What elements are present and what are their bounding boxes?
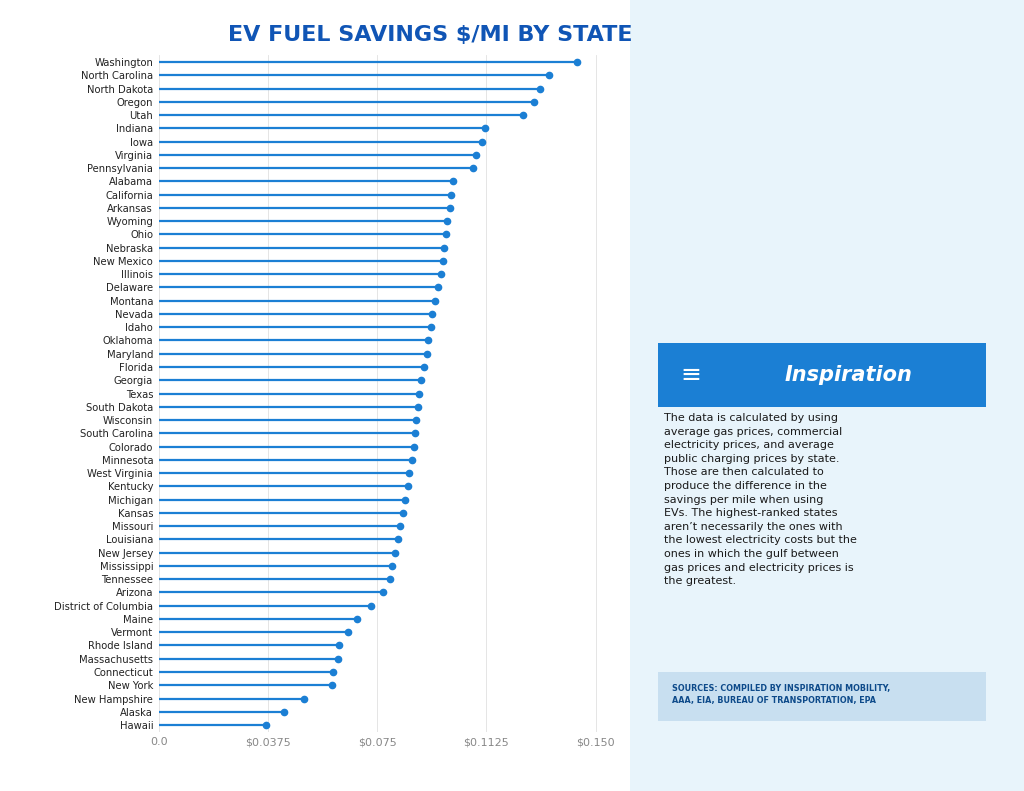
- Bar: [159, 493, 625, 506]
- Bar: [159, 228, 625, 241]
- Bar: [159, 546, 625, 559]
- Bar: [159, 175, 625, 188]
- Bar: [159, 161, 625, 175]
- Bar: [159, 414, 625, 426]
- Bar: [159, 69, 625, 82]
- Bar: [159, 479, 625, 493]
- Bar: [159, 122, 625, 135]
- Bar: [159, 573, 625, 586]
- Bar: [159, 294, 625, 308]
- Bar: [159, 267, 625, 281]
- Bar: [159, 148, 625, 161]
- Bar: [159, 692, 625, 705]
- Bar: [159, 467, 625, 479]
- Bar: [159, 82, 625, 95]
- Text: EV FUEL SAVINGS $/MI BY STATE: EV FUEL SAVINGS $/MI BY STATE: [227, 25, 633, 45]
- Bar: [159, 440, 625, 453]
- Bar: [159, 586, 625, 599]
- Bar: [159, 626, 625, 639]
- Bar: [159, 679, 625, 692]
- Bar: [159, 387, 625, 400]
- Text: SOURCES: COMPILED BY INSPIRATION MOBILITY,
AAA, EIA, BUREAU OF TRANSPORTATION, E: SOURCES: COMPILED BY INSPIRATION MOBILIT…: [672, 684, 890, 705]
- Bar: [159, 520, 625, 533]
- Bar: [159, 652, 625, 665]
- Bar: [159, 334, 625, 347]
- Bar: [159, 705, 625, 718]
- Bar: [159, 254, 625, 267]
- Bar: [159, 373, 625, 387]
- Bar: [159, 612, 625, 626]
- Bar: [159, 559, 625, 573]
- Bar: [159, 506, 625, 520]
- Text: The data is calculated by using
average gas prices, commercial
electricity price: The data is calculated by using average …: [664, 413, 856, 586]
- Bar: [159, 108, 625, 122]
- Bar: [159, 55, 625, 69]
- Bar: [159, 201, 625, 214]
- Bar: [159, 188, 625, 201]
- Bar: [159, 214, 625, 228]
- Bar: [159, 426, 625, 440]
- Text: Inspiration: Inspiration: [784, 365, 912, 385]
- Bar: [159, 95, 625, 108]
- Text: ≡: ≡: [681, 363, 701, 387]
- Bar: [159, 135, 625, 148]
- Bar: [159, 361, 625, 373]
- Bar: [159, 400, 625, 414]
- Bar: [159, 533, 625, 546]
- Bar: [159, 639, 625, 652]
- Bar: [159, 347, 625, 361]
- Bar: [159, 718, 625, 732]
- Bar: [159, 281, 625, 294]
- Bar: [159, 308, 625, 320]
- Bar: [159, 665, 625, 679]
- Bar: [159, 599, 625, 612]
- Bar: [159, 241, 625, 254]
- Bar: [159, 453, 625, 467]
- Bar: [159, 320, 625, 334]
